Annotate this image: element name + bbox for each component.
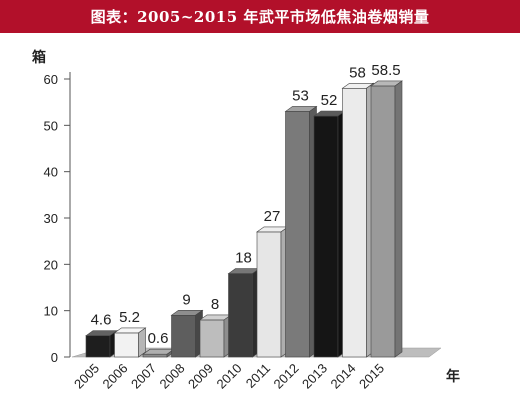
bar: 53 xyxy=(284,87,318,358)
bar: 27 xyxy=(256,208,289,358)
bar-front xyxy=(285,111,310,358)
bar-chart: 箱 年 4.6 5.2 0.6 9 8 18 27 53 52 58 58.5 0 10 20 30 40 5… xyxy=(32,49,460,392)
bar: 58 xyxy=(341,64,375,358)
bar-front xyxy=(228,273,253,358)
bar-side xyxy=(394,80,403,358)
y-ticks-group: 0 10 20 30 40 50 60 xyxy=(44,72,70,365)
x-category-label: 2006 xyxy=(100,361,131,392)
bar-side xyxy=(138,327,146,358)
bar: 8 xyxy=(199,296,232,358)
bar: 9 xyxy=(170,291,204,358)
y-tick-label: 20 xyxy=(44,257,58,272)
bar-front xyxy=(199,319,225,358)
bar-front xyxy=(256,231,282,358)
y-tick-label: 60 xyxy=(44,72,58,87)
bar-value-label: 9 xyxy=(182,291,190,308)
y-tick-label: 10 xyxy=(44,304,58,319)
bar-front xyxy=(142,353,168,358)
bar: 0.6 xyxy=(142,330,175,358)
x-axis-unit-label: 年 xyxy=(446,368,460,385)
bar: 58.5 xyxy=(370,62,403,358)
x-category-label: 2015 xyxy=(356,361,387,392)
x-categories-group: 2005200620072008200920102011201220132014… xyxy=(71,361,387,392)
x-category-label: 2005 xyxy=(71,361,102,392)
bar-value-label: 8 xyxy=(211,296,219,313)
bar-value-label: 52 xyxy=(321,92,338,109)
x-category-label: 2007 xyxy=(128,361,159,392)
x-category-label: 2012 xyxy=(271,361,302,392)
bar-value-label: 53 xyxy=(292,87,309,104)
bar: 4.6 xyxy=(85,312,118,358)
bar-value-label: 27 xyxy=(264,208,281,225)
bar-value-label: 5.2 xyxy=(119,309,140,326)
bar-front xyxy=(85,335,111,358)
bar-front xyxy=(114,332,139,358)
x-category-label: 2009 xyxy=(185,361,216,392)
bar-front xyxy=(342,87,367,358)
y-axis-unit-label: 箱 xyxy=(32,49,46,66)
bar-front xyxy=(313,115,339,358)
x-category-label: 2014 xyxy=(328,361,359,392)
x-category-label: 2010 xyxy=(214,361,245,392)
chart-title: 图表：2005~2015 年武平市场低焦油卷烟销量 xyxy=(0,0,520,33)
bar: 52 xyxy=(313,92,346,358)
bars-group: 4.6 5.2 0.6 9 8 18 27 53 52 58 58.5 xyxy=(85,62,403,358)
bar-value-label: 4.6 xyxy=(91,312,112,329)
x-category-label: 2008 xyxy=(157,361,188,392)
y-tick-label: 0 xyxy=(51,350,58,365)
bar: 18 xyxy=(227,250,261,358)
y-tick-label: 50 xyxy=(44,118,58,133)
bar-value-label: 18 xyxy=(235,250,252,267)
bar-front xyxy=(370,85,396,358)
y-tick-label: 40 xyxy=(44,165,58,180)
bar-value-label: 0.6 xyxy=(148,330,169,347)
bar-front xyxy=(171,314,196,358)
bar-value-label: 58.5 xyxy=(371,62,400,79)
x-category-label: 2013 xyxy=(299,361,330,392)
bar: 5.2 xyxy=(113,309,147,358)
x-category-label: 2011 xyxy=(243,361,273,391)
y-tick-label: 30 xyxy=(44,211,58,226)
bar-value-label: 58 xyxy=(349,64,366,81)
